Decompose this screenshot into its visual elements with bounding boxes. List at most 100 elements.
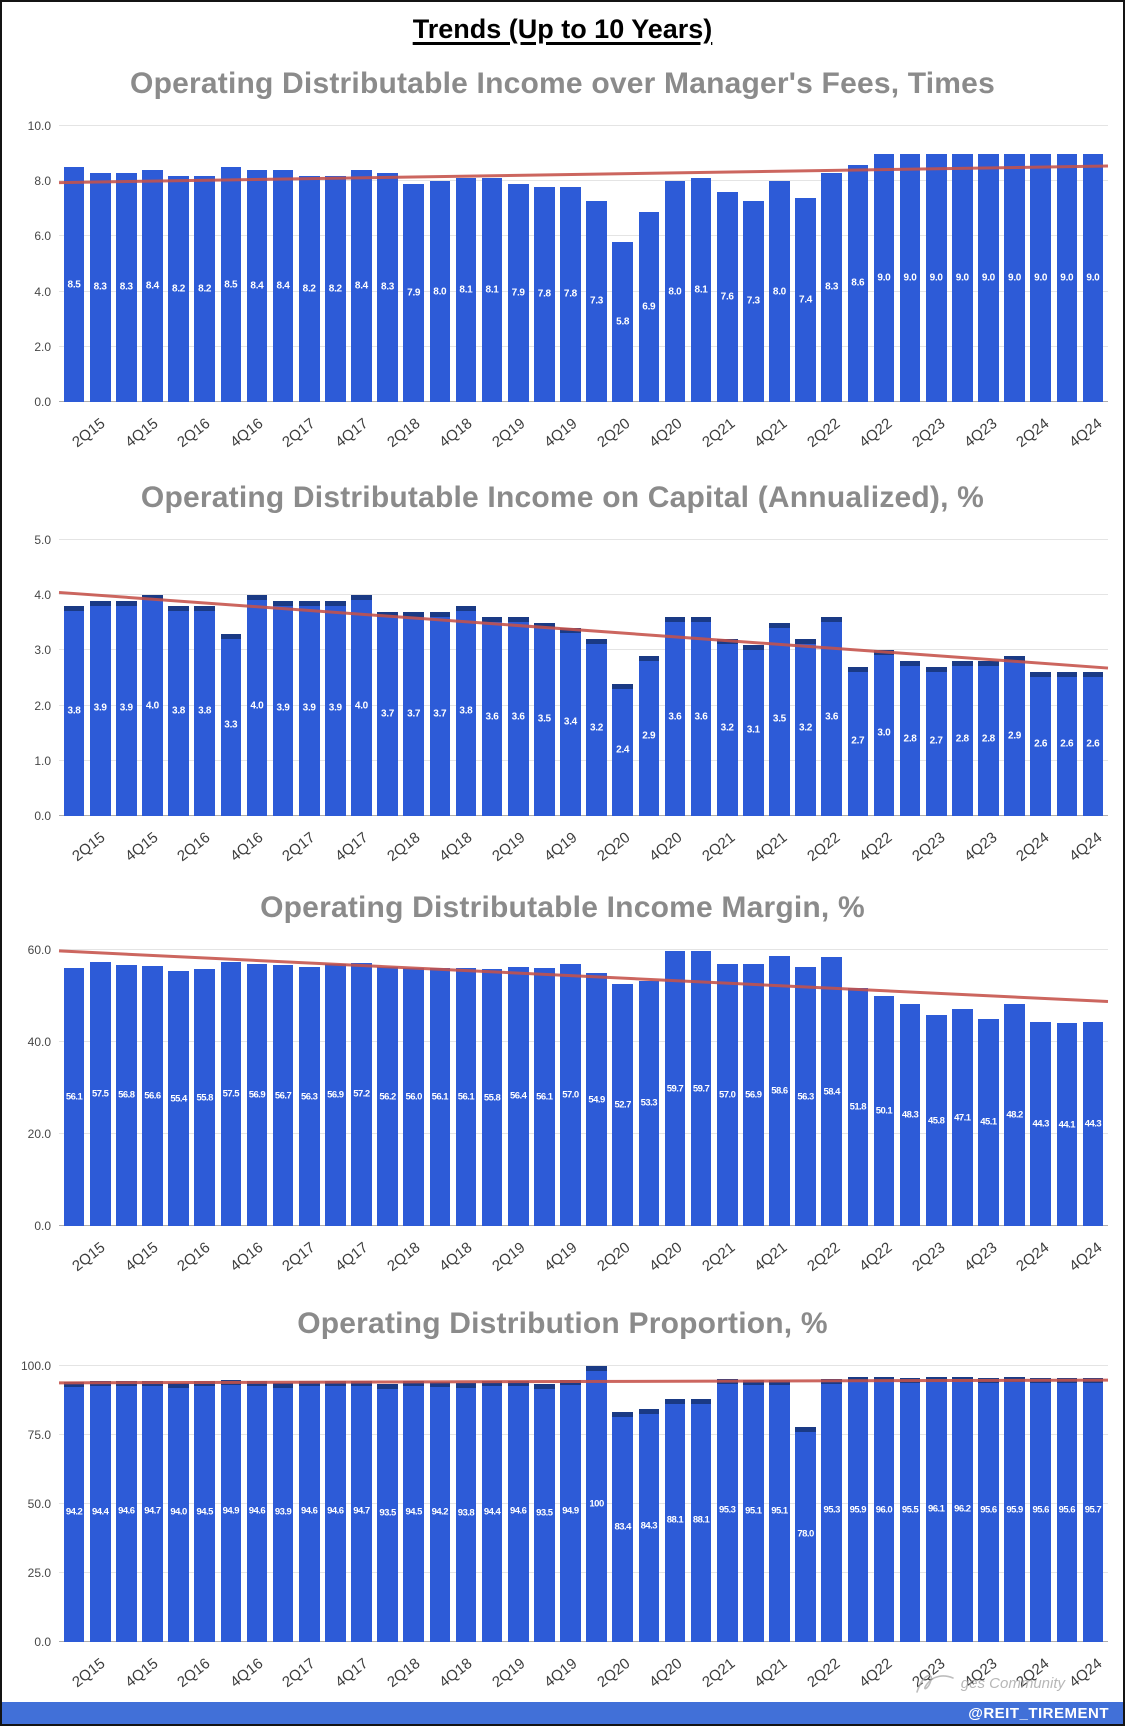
bar-1: 8.5 — [63, 167, 85, 402]
bar-slot: 94.4 — [87, 1366, 113, 1642]
bar-6: 3.8 — [194, 606, 215, 816]
bar-slot: 9.0 — [1080, 126, 1106, 402]
y-axis: 0.0 20.0 40.0 60.0 — [5, 943, 59, 1233]
bar-slot: 48.3 — [897, 950, 923, 1226]
bar-value-label: 56.7 — [274, 1090, 292, 1102]
gridline — [59, 1434, 1108, 1435]
plot: 94.2 94.4 94.6 94.7 94.0 94.5 94.9 94.6 93.9 94.6… — [59, 1365, 1108, 1642]
gridline — [59, 704, 1108, 706]
bar-value-label: 8.0 — [772, 286, 786, 298]
bar-value-label: 50.1 — [875, 1105, 893, 1117]
bar-slot: 3.2 — [714, 540, 740, 816]
bar-24: 59.7 — [664, 951, 686, 1226]
bar-17: 94.4 — [481, 1381, 503, 1642]
bar-28: 3.5 — [769, 622, 790, 816]
x-tick-label: 4Q17 — [331, 1655, 372, 1691]
bar-3: 56.8 — [116, 964, 137, 1226]
bar-value-label: 2.9 — [1008, 730, 1022, 742]
x-tick-label: 4Q19 — [541, 415, 581, 451]
bar-value-label: 7.6 — [720, 291, 734, 303]
x-axis: 2Q15 4Q15 2Q16 4Q16 2Q17 4Q17 2Q18 4Q18 2Q19 4Q19… — [59, 821, 1108, 879]
x-tick-label: 4Q21 — [751, 829, 791, 865]
x-tick-label: 2Q18 — [384, 1655, 424, 1691]
bar-value-label: 88.1 — [692, 1514, 710, 1526]
x-tick-label: 4Q20 — [646, 1655, 686, 1691]
bar-slot: 56.6 — [139, 950, 165, 1226]
bar-value-label: 3.9 — [302, 702, 316, 714]
x-tick-label: 2Q24 — [1013, 415, 1053, 451]
bars-group: 94.2 94.4 94.6 94.7 94.0 94.5 94.9 94.6 93.9 94.6… — [61, 1366, 1106, 1642]
x-tick-label: 4Q23 — [961, 415, 1001, 451]
bar-value-label: 7.9 — [511, 287, 525, 299]
bar-slot: 95.6 — [1054, 1366, 1080, 1642]
bar-slot: 56.1 — [427, 950, 453, 1226]
bar-value-label: 95.5 — [901, 1504, 919, 1516]
bar-20: 7.8 — [560, 186, 581, 402]
bar-slot: 2.6 — [1028, 540, 1054, 816]
bar-27: 95.1 — [743, 1379, 764, 1642]
bar-27: 7.3 — [743, 200, 764, 402]
bar-12: 57.2 — [351, 962, 372, 1226]
bar-slot: 5.8 — [610, 126, 636, 402]
bar-value-label: 2.6 — [1060, 738, 1074, 750]
bar-22: 2.4 — [612, 683, 633, 816]
bar-15: 8.0 — [429, 181, 451, 402]
bar-slot: 93.5 — [375, 1366, 401, 1642]
bar-12: 8.4 — [351, 170, 372, 402]
x-tick-label: 2Q17 — [279, 829, 319, 865]
bar-slot: 50.1 — [871, 950, 897, 1226]
x-tick-label: 4Q23 — [961, 829, 1001, 865]
bar-slot: 93.9 — [270, 1366, 296, 1642]
bar-28: 8.0 — [769, 181, 790, 402]
bar-38: 44.3 — [1030, 1022, 1051, 1226]
bar-28: 58.6 — [769, 956, 790, 1226]
bar-32: 96.0 — [873, 1377, 895, 1642]
bar-29: 56.3 — [795, 967, 816, 1226]
bar-value-label: 3.3 — [224, 719, 238, 731]
bar-slot: 78.0 — [793, 1366, 819, 1642]
bar-value-label: 8.1 — [694, 284, 708, 296]
bar-32: 50.1 — [873, 995, 895, 1226]
bar-slot: 55.8 — [192, 950, 218, 1226]
bar-value-label: 94.4 — [483, 1506, 501, 1518]
bar-slot: 57.5 — [218, 950, 244, 1226]
bar-8: 94.6 — [246, 1380, 268, 1642]
x-tick-label: 2Q21 — [698, 1239, 739, 1275]
bar-value-label: 8.5 — [224, 279, 238, 291]
bar-11: 3.9 — [325, 600, 346, 816]
bar-slot: 56.9 — [740, 950, 766, 1226]
bar-slot: 100 — [584, 1366, 610, 1642]
bar-slot: 56.8 — [113, 950, 139, 1226]
bar-slot: 94.6 — [322, 1366, 348, 1642]
bar-14: 94.5 — [403, 1381, 424, 1642]
plot-area: 0.0 2.0 4.0 6.0 8.0 10.0 8.5 8.3 8.3 8.4 8.2 8.2 8.… — [28, 119, 1108, 409]
bar-value-label: 95.6 — [1032, 1504, 1049, 1516]
bar-slot: 8.4 — [270, 126, 296, 402]
bar-value-label: 9.0 — [1060, 272, 1074, 284]
bar-value-label: 4.0 — [145, 700, 159, 712]
bar-value-label: 7.9 — [407, 287, 421, 299]
bar-value-label: 3.2 — [799, 722, 813, 734]
x-tick-label: 2Q16 — [174, 1239, 214, 1275]
bar-3: 8.3 — [116, 172, 137, 402]
bar-8: 56.9 — [246, 964, 268, 1226]
x-tick-label: 4Q20 — [646, 415, 686, 451]
bar-30: 95.3 — [821, 1378, 842, 1642]
bar-value-label: 48.2 — [1006, 1109, 1023, 1121]
bars-group: 3.8 3.9 3.9 4.0 3.8 3.8 3.3 4.0 3.9 3.9 3.9 4.0 3.7 3… — [61, 540, 1106, 816]
bar-28: 95.1 — [769, 1379, 790, 1642]
y-tick-label: 0.0 — [34, 809, 51, 823]
bar-36: 95.6 — [978, 1378, 999, 1642]
bar-34: 96.1 — [925, 1376, 947, 1642]
bar-value-label: 44.1 — [1058, 1119, 1076, 1131]
x-tick-label: 4Q15 — [121, 1239, 162, 1275]
bar-value-label: 8.4 — [250, 280, 264, 292]
bar-value-label: 96.0 — [875, 1504, 893, 1516]
watermark: ges Community — [913, 1670, 1065, 1696]
bar-value-label: 55.8 — [483, 1092, 501, 1104]
bars-group: 56.1 57.5 56.8 56.6 55.4 55.8 57.5 56.9 56.7 56.3… — [61, 950, 1106, 1226]
bar-value-label: 59.7 — [666, 1083, 684, 1095]
bar-slot: 9.0 — [871, 126, 897, 402]
bar-5: 94.0 — [168, 1382, 189, 1642]
bar-value-label: 94.9 — [562, 1505, 579, 1517]
